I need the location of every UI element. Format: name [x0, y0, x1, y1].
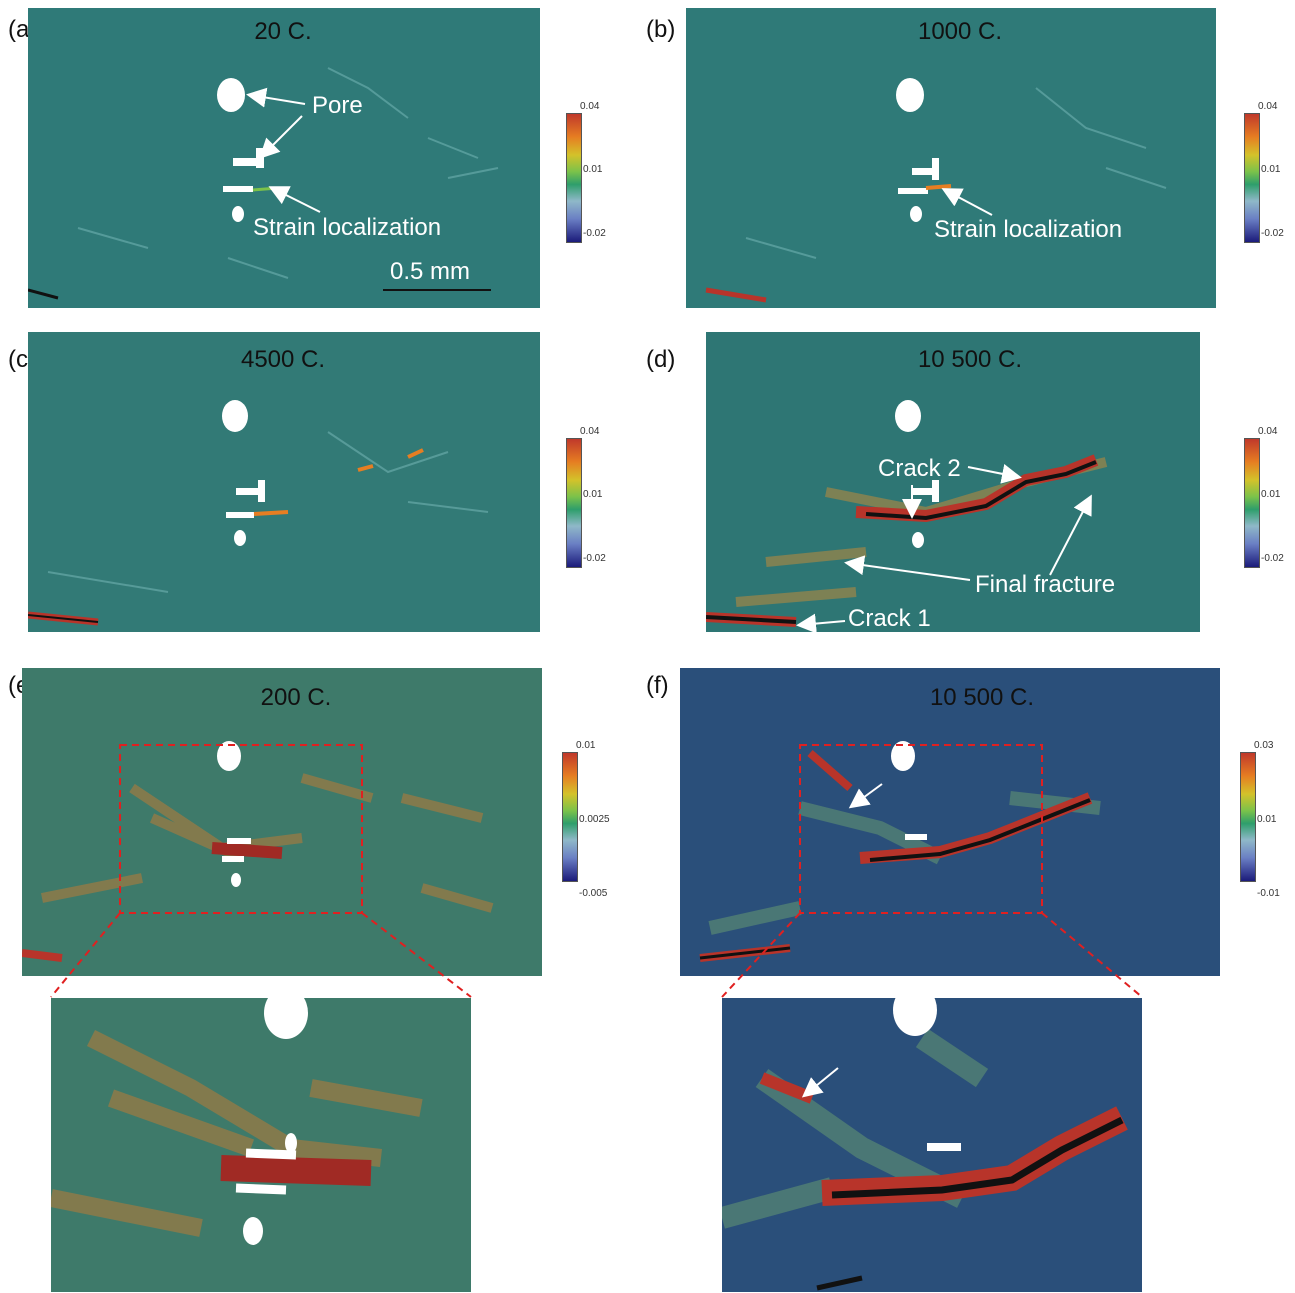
colorbar-f-min: -0.01 — [1257, 888, 1280, 899]
colorbar-c-min: -0.02 — [583, 553, 606, 564]
colorbar-d-max: 0.04 — [1258, 426, 1278, 437]
panel-a-title: 20 C. — [254, 18, 312, 45]
colorbar-d-min: -0.02 — [1261, 553, 1284, 564]
strain-map-c — [28, 332, 540, 632]
strain-localization-label-a: Strain localization — [253, 214, 442, 241]
pore-label: Pore — [312, 92, 363, 119]
final-fracture-label: Final fracture — [975, 571, 1116, 598]
colorbar-e-min: -0.005 — [579, 888, 608, 899]
colorbar-b — [1244, 113, 1260, 243]
colorbar-e — [562, 752, 578, 882]
strain-localization-label-b: Strain localization — [934, 216, 1123, 243]
strain-map-a — [28, 8, 540, 308]
panel-f-title: 10 500 C. — [929, 684, 1035, 711]
strain-map-d — [706, 332, 1200, 632]
panel-b-title: 1000 C. — [917, 18, 1003, 45]
strain-map-b — [686, 8, 1216, 308]
colorbar-e-mid: 0.0025 — [579, 814, 610, 825]
colorbar-f-mid: 0.01 — [1257, 814, 1277, 825]
colorbar-a-min: -0.02 — [583, 228, 606, 239]
colorbar-c-max: 0.04 — [580, 426, 600, 437]
colorbar-e-max: 0.01 — [576, 740, 596, 751]
zoom-inset-f — [722, 998, 1142, 1292]
colorbar-c-mid: 0.01 — [583, 489, 603, 500]
colorbar-f — [1240, 752, 1256, 882]
panel-d-title: 10 500 C. — [917, 346, 1023, 373]
colorbar-a-max: 0.04 — [580, 101, 600, 112]
panel-f-label: (f) — [646, 672, 669, 699]
crack-2-label: Crack 2 — [878, 455, 961, 482]
scale-bar — [383, 289, 491, 291]
panel-b-label: (b) — [646, 16, 676, 43]
panel-c-title: 4500 C. — [240, 346, 326, 373]
colorbar-b-max: 0.04 — [1258, 101, 1278, 112]
strain-map-e — [22, 668, 542, 976]
colorbar-f-max: 0.03 — [1254, 740, 1274, 751]
crack-1-label: Crack 1 — [848, 605, 931, 632]
panel-e-title: 200 C. — [260, 684, 332, 711]
colorbar-d — [1244, 438, 1260, 568]
colorbar-d-mid: 0.01 — [1261, 489, 1281, 500]
strain-map-f — [680, 668, 1220, 976]
panel-d-label: (d) — [646, 346, 676, 373]
colorbar-b-min: -0.02 — [1261, 228, 1284, 239]
colorbar-a — [566, 113, 582, 243]
colorbar-a-mid: 0.01 — [583, 164, 603, 175]
colorbar-b-mid: 0.01 — [1261, 164, 1281, 175]
scale-bar-label: 0.5 mm — [390, 258, 471, 285]
colorbar-c — [566, 438, 582, 568]
zoom-inset-e — [51, 998, 471, 1292]
